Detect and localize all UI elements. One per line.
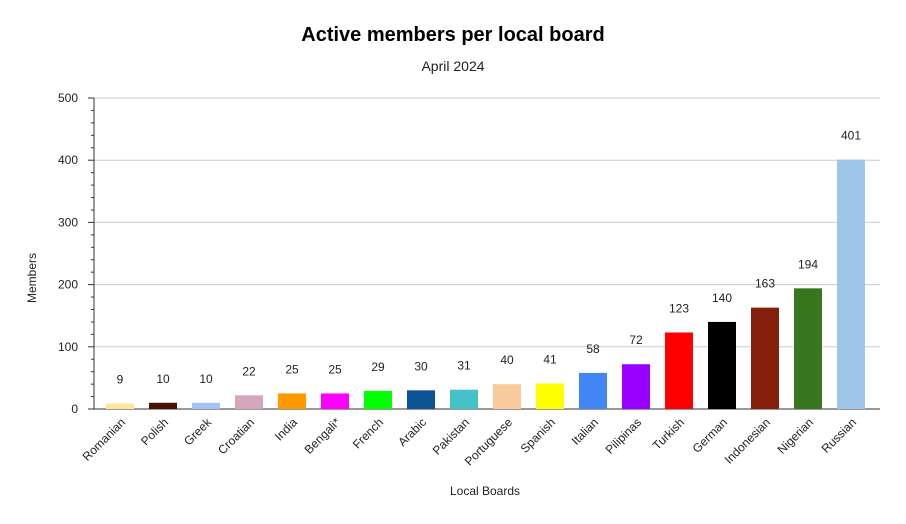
x-tick-label: German xyxy=(690,415,731,456)
data-label: 41 xyxy=(543,352,557,366)
bar-italian xyxy=(579,372,607,409)
x-tick-label: Greek xyxy=(181,415,215,449)
bar-spanish xyxy=(536,383,564,409)
chart-title: Active members per local board xyxy=(301,24,605,46)
data-label: 29 xyxy=(371,360,385,374)
y-tick-label: 400 xyxy=(58,153,78,167)
x-tick-label: Arabic xyxy=(395,415,429,449)
axes: 0 100 200 300 400 500 xyxy=(58,91,880,416)
x-tick-label: Bengali* xyxy=(302,415,344,457)
bar-bengali xyxy=(321,393,349,409)
bar-india xyxy=(278,393,306,409)
x-axis-title: Local Boards xyxy=(450,484,520,498)
y-tick-label: 500 xyxy=(58,91,78,105)
x-tick-label: Polish xyxy=(138,415,171,448)
y-axis-title: Members xyxy=(25,253,39,303)
bar-pakistan xyxy=(450,389,478,409)
data-label: 58 xyxy=(586,342,600,356)
bars xyxy=(106,159,865,409)
bar-indonesian xyxy=(751,307,779,409)
bar-french xyxy=(364,390,392,409)
bar-nigerian xyxy=(794,288,822,409)
data-labels: 9 Romanian 10 Polish 10 Greek 22 Croatian 25 Indi… xyxy=(80,129,862,469)
data-label: 25 xyxy=(328,362,342,376)
data-label: 30 xyxy=(414,359,428,373)
y-tick-label: 300 xyxy=(58,215,78,229)
data-label: 9 xyxy=(117,372,124,386)
x-tick-label: India xyxy=(272,415,301,444)
chart-subtitle: April 2024 xyxy=(421,58,485,74)
x-tick-label: Croatian xyxy=(215,415,257,457)
data-label: 401 xyxy=(841,129,861,143)
bar-german xyxy=(708,321,736,409)
bar-arabic xyxy=(407,390,435,409)
data-label: 72 xyxy=(629,333,643,347)
bar-portuguese xyxy=(493,384,521,409)
bar-croatian xyxy=(235,395,263,409)
x-tick-label: Romanian xyxy=(80,415,129,464)
bar-greek xyxy=(192,402,220,409)
data-label: 194 xyxy=(798,257,818,271)
x-tick-label: Pakistan xyxy=(430,415,472,457)
x-tick-label: Indonesian xyxy=(722,415,773,466)
data-label: 163 xyxy=(755,277,775,291)
x-tick-label: Italian xyxy=(569,415,602,448)
data-label: 22 xyxy=(242,364,256,378)
y-tick-label: 100 xyxy=(58,340,78,354)
bar-polish xyxy=(149,402,177,409)
data-label: 10 xyxy=(199,372,213,386)
gridlines xyxy=(94,97,880,348)
bar-turkish xyxy=(665,332,693,409)
x-tick-label: Turkish xyxy=(650,415,687,452)
bar-pilipinas xyxy=(622,364,650,409)
x-tick-label: Spanish xyxy=(518,415,559,456)
data-label: 140 xyxy=(712,291,732,305)
data-label: 123 xyxy=(669,301,689,315)
x-tick-label: Pilipinas xyxy=(603,415,645,457)
bar-russian xyxy=(837,159,865,409)
y-tick-label: 0 xyxy=(71,402,78,416)
data-label: 10 xyxy=(156,372,170,386)
data-label: 31 xyxy=(457,359,471,373)
x-tick-label: French xyxy=(350,415,386,451)
x-tick-label: Nigerian xyxy=(775,415,817,457)
bar-romanian xyxy=(106,403,134,409)
x-tick-label: Russian xyxy=(819,415,860,456)
data-label: 40 xyxy=(500,353,514,367)
y-tick-label: 200 xyxy=(58,278,78,292)
data-label: 25 xyxy=(285,362,299,376)
